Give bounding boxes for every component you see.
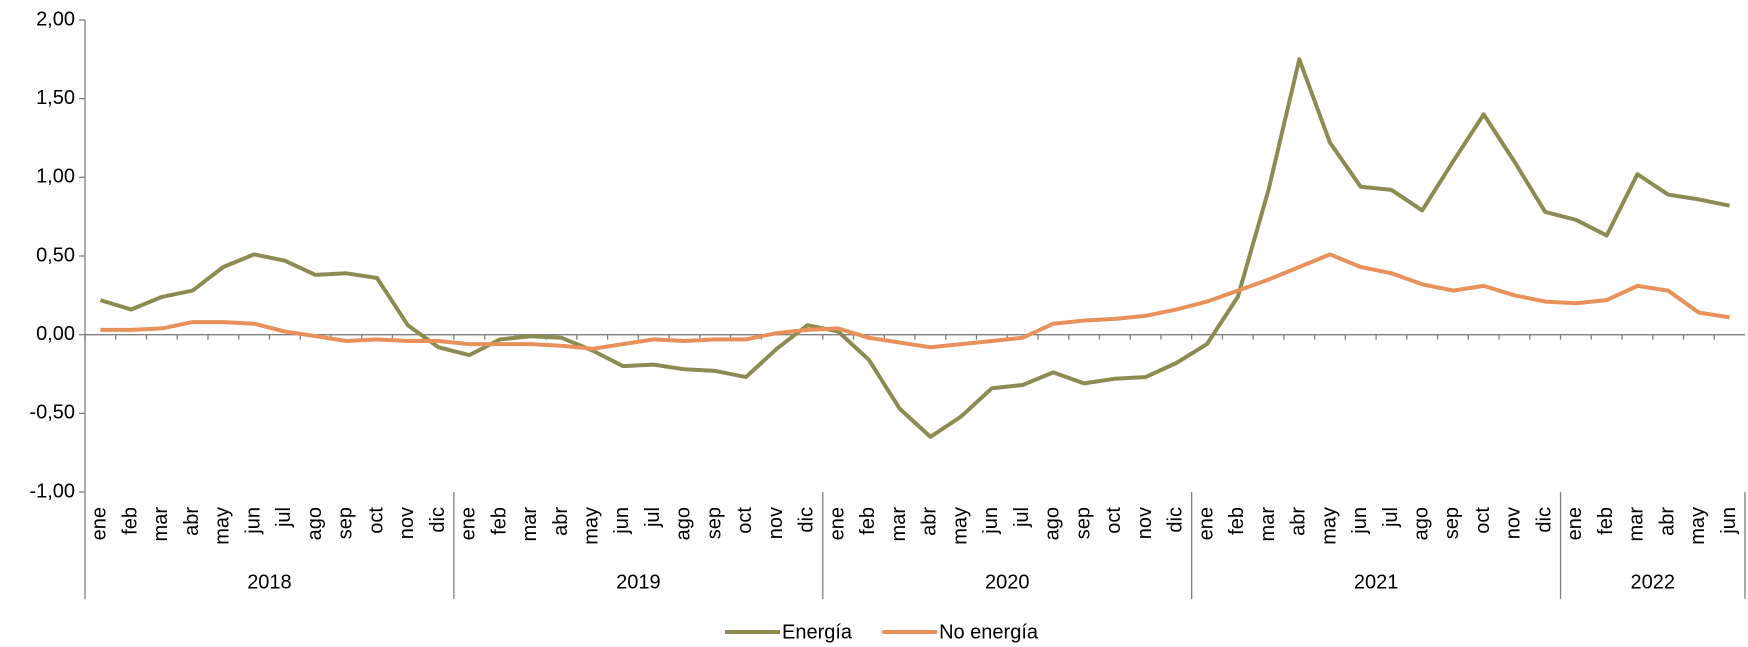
x-tick-label: nov bbox=[765, 507, 787, 539]
year-label: 2020 bbox=[985, 571, 1030, 593]
x-tick-label: abr bbox=[1656, 507, 1678, 536]
series-line bbox=[100, 252, 1730, 351]
x-tick-label: abr bbox=[1288, 507, 1310, 536]
x-tick-label: sep bbox=[1072, 507, 1094, 539]
x-tick-label: may bbox=[581, 507, 603, 545]
x-tick-label: oct bbox=[1472, 507, 1494, 534]
x-tick-label: jun bbox=[1349, 507, 1371, 535]
y-tick-label: -1,00 bbox=[29, 480, 75, 502]
x-tick-label: ago bbox=[673, 507, 695, 540]
x-tick-label: nov bbox=[1503, 507, 1525, 539]
x-tick-label: may bbox=[949, 507, 971, 545]
y-tick-label: 2,00 bbox=[36, 8, 75, 30]
x-tick-label: dic bbox=[427, 507, 449, 533]
x-tick-label: feb bbox=[1595, 507, 1617, 535]
x-tick-label: oct bbox=[1103, 507, 1125, 534]
x-tick-label: dic bbox=[1165, 507, 1187, 533]
year-label: 2021 bbox=[1354, 571, 1399, 593]
y-tick-label: 0,50 bbox=[36, 244, 75, 266]
x-tick-label: abr bbox=[181, 507, 203, 536]
x-tick-label: ago bbox=[1042, 507, 1064, 540]
y-tick-label: 1,00 bbox=[36, 166, 75, 188]
x-tick-label: mar bbox=[519, 507, 541, 542]
x-tick-label: ene bbox=[89, 507, 111, 540]
legend-label: No energía bbox=[939, 621, 1039, 643]
x-tick-label: jul bbox=[273, 507, 295, 528]
x-tick-label: jun bbox=[1718, 507, 1740, 535]
x-tick-label: oct bbox=[365, 507, 387, 534]
x-tick-label: nov bbox=[396, 507, 418, 539]
x-tick-label: may bbox=[212, 507, 234, 545]
year-label: 2022 bbox=[1631, 571, 1676, 593]
x-tick-label: oct bbox=[734, 507, 756, 534]
year-label: 2018 bbox=[247, 571, 292, 593]
x-tick-label: may bbox=[1687, 507, 1709, 545]
y-tick-label: 0,00 bbox=[36, 323, 75, 345]
x-tick-label: dic bbox=[796, 507, 818, 533]
x-tick-label: mar bbox=[1257, 507, 1279, 542]
year-label: 2019 bbox=[616, 571, 661, 593]
x-tick-label: ene bbox=[458, 507, 480, 540]
x-tick-label: nov bbox=[1134, 507, 1156, 539]
x-tick-label: mar bbox=[888, 507, 910, 542]
x-tick-label: ene bbox=[1564, 507, 1586, 540]
x-tick-label: jul bbox=[1380, 507, 1402, 528]
x-tick-label: ago bbox=[1411, 507, 1433, 540]
x-tick-label: mar bbox=[1626, 507, 1648, 542]
legend-label: Energía bbox=[782, 621, 853, 643]
x-tick-label: jul bbox=[1011, 507, 1033, 528]
x-tick-label: feb bbox=[857, 507, 879, 535]
y-tick-label: -0,50 bbox=[29, 402, 75, 424]
x-tick-label: feb bbox=[488, 507, 510, 535]
y-tick-label: 1,50 bbox=[36, 87, 75, 109]
x-tick-label: sep bbox=[335, 507, 357, 539]
x-tick-label: abr bbox=[919, 507, 941, 536]
series-line bbox=[99, 57, 1731, 439]
x-tick-label: abr bbox=[550, 507, 572, 536]
x-tick-label: mar bbox=[150, 507, 172, 542]
x-tick-label: sep bbox=[1441, 507, 1463, 539]
x-tick-label: ago bbox=[304, 507, 326, 540]
x-tick-label: feb bbox=[1226, 507, 1248, 535]
x-tick-label: sep bbox=[703, 507, 725, 539]
x-tick-label: jun bbox=[611, 507, 633, 535]
x-tick-label: ene bbox=[826, 507, 848, 540]
x-tick-label: jul bbox=[642, 507, 664, 528]
x-tick-label: jun bbox=[242, 507, 264, 535]
x-tick-label: feb bbox=[119, 507, 141, 535]
x-tick-label: ene bbox=[1195, 507, 1217, 540]
x-tick-label: dic bbox=[1533, 507, 1555, 533]
x-tick-label: may bbox=[1318, 507, 1340, 545]
x-tick-label: jun bbox=[980, 507, 1002, 535]
